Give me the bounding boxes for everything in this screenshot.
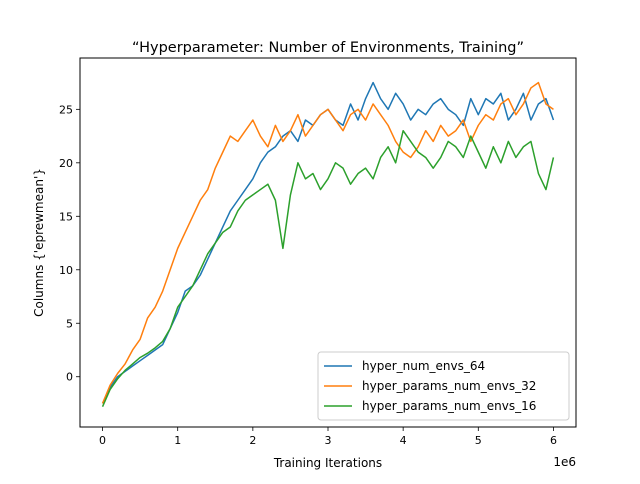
legend-label-2: hyper_params_num_envs_32 xyxy=(362,379,536,393)
x-tick-label: 6 xyxy=(550,434,557,447)
plot-lines xyxy=(101,81,555,407)
legend-label-1: hyper_num_envs_64 xyxy=(362,359,485,373)
legend: hyper_num_envs_64 hyper_params_num_envs_3… xyxy=(317,351,570,421)
series-line-2 xyxy=(101,81,554,404)
legend-label-3: hyper_params_num_envs_16 xyxy=(362,399,536,413)
x-tick-label: 2 xyxy=(249,434,256,447)
x-tick-label: 4 xyxy=(400,434,407,447)
y-axis: 0 5 10 15 20 25 xyxy=(59,103,80,384)
x-tick-label: 5 xyxy=(475,434,482,447)
x-axis-label: Training Iterations xyxy=(273,456,382,470)
y-axis-label: Columns {'eprewmean'} xyxy=(32,168,46,317)
x-axis-offset-label: 1e6 xyxy=(553,455,576,469)
x-tick-label: 0 xyxy=(99,434,106,447)
y-tick-label: 5 xyxy=(66,317,73,330)
legend-frame xyxy=(317,351,570,421)
y-tick-label: 0 xyxy=(66,371,73,384)
x-tick-label: 1 xyxy=(174,434,181,447)
y-tick-label: 15 xyxy=(59,210,73,223)
y-tick-label: 25 xyxy=(59,103,73,116)
y-tick-label: 10 xyxy=(59,264,73,277)
x-axis: 0 1 2 3 4 5 6 xyxy=(99,427,557,447)
x-tick-label: 3 xyxy=(325,434,332,447)
series-line-3 xyxy=(101,129,555,407)
chart-title: “Hyperparameter: Number of Environments,… xyxy=(132,40,524,56)
y-tick-label: 20 xyxy=(59,157,73,170)
